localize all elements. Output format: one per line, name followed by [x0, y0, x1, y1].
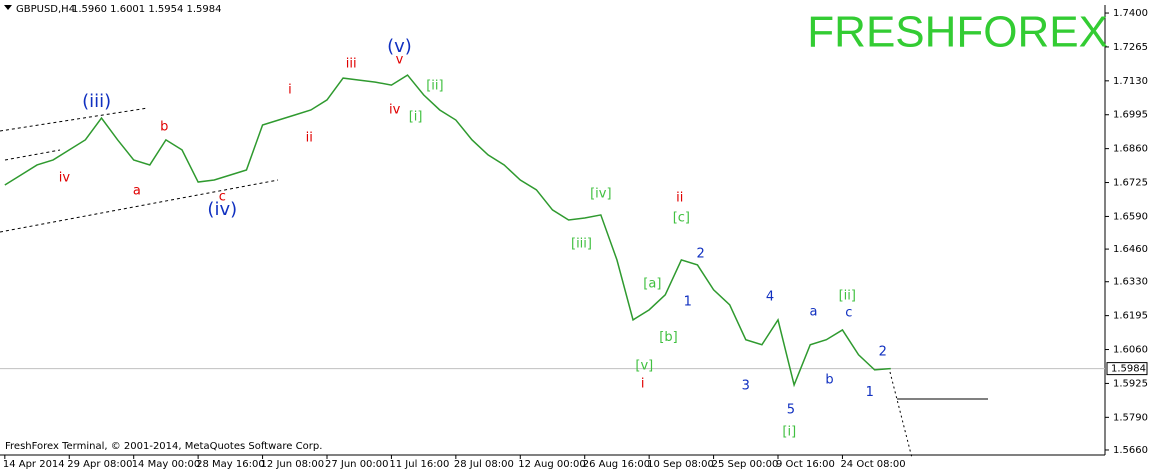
wave-label: 1 [866, 385, 874, 400]
wave-label: 5 [787, 402, 795, 417]
y-tick-label: 1.6330 [1113, 277, 1148, 288]
y-tick-label: 1.6860 [1113, 144, 1148, 155]
x-tick-label: 27 Jun 00:00 [325, 459, 389, 470]
wave-label: (iii) [82, 91, 111, 112]
menu-arrow [4, 5, 12, 10]
wave-label: iv [59, 171, 71, 186]
last-price-box [1106, 362, 1148, 376]
x-tick-label: 14 May 00:00 [132, 459, 201, 470]
wave-label: b [160, 120, 168, 135]
y-tick-label: 1.5790 [1113, 412, 1148, 423]
wave-label: [c] [673, 210, 690, 225]
y-tick-label: 1.6195 [1113, 311, 1148, 322]
wave-label: [i] [782, 424, 796, 439]
wave-label: [iv] [590, 186, 611, 201]
wave-label: iv [389, 102, 401, 117]
wave-label: 4 [766, 289, 774, 304]
x-tick-label: 9 Oct 16:00 [776, 459, 835, 470]
wave-label: 3 [742, 378, 750, 393]
wave-label: [i] [409, 109, 423, 124]
y-tick-label: 1.5660 [1113, 445, 1148, 456]
x-tick-label: 11 Jul 16:00 [389, 459, 449, 470]
x-tick-label: 12 Aug 00:00 [518, 459, 585, 470]
wave-label: a [133, 183, 141, 198]
y-tick-label: 1.6725 [1113, 178, 1148, 189]
wave-label: 1 [684, 294, 692, 309]
wave-label: c [219, 189, 226, 204]
y-tick-label: 1.7400 [1113, 8, 1148, 19]
wave-label: [a] [643, 276, 661, 291]
ohlc-label: 1.5960 1.6001 1.5954 1.5984 [72, 4, 222, 15]
x-tick-label: 14 Apr 2014 [3, 459, 65, 470]
x-tick-label: 25 Sep 00:00 [712, 459, 779, 470]
wave-label: i [641, 376, 645, 391]
wave-label: [b] [659, 330, 677, 345]
wave-label: (iv) [207, 199, 237, 220]
price-line [4, 74, 891, 388]
y-tick-label: 1.7130 [1113, 76, 1148, 87]
wave-label: v [396, 52, 404, 67]
wave-label: [ii] [426, 79, 443, 94]
x-tick-label: 10 Sep 08:00 [647, 459, 714, 470]
last-price-label: 1.5984 [1111, 364, 1146, 375]
y-tick-label: 1.7265 [1113, 42, 1148, 53]
channel-line [0, 107, 149, 132]
wave-label: ii [676, 190, 683, 205]
x-tick-label: 29 Apr 08:00 [67, 459, 132, 470]
chart-title: GBPUSD,H4 [16, 4, 75, 15]
y-tick-label: 1.6060 [1113, 345, 1148, 356]
footer: FreshForex Terminal, © 2001-2014, MetaQu… [5, 441, 322, 452]
wave-label: iii [346, 57, 357, 72]
wave-label: i [288, 82, 292, 97]
x-tick-label: 28 Jul 08:00 [454, 459, 514, 470]
wave-label: [v] [635, 358, 653, 373]
wave-label: (v) [387, 36, 412, 57]
x-tick-label: 24 Oct 08:00 [840, 459, 905, 470]
wave-label: [ii] [839, 288, 856, 303]
wave-label: 2 [879, 344, 887, 359]
y-tick-label: 1.5925 [1113, 378, 1148, 389]
wave-label: 2 [697, 246, 705, 261]
channel-line [0, 179, 279, 233]
wave-label: [iii] [571, 236, 592, 251]
y-tick-label: 1.6460 [1113, 244, 1148, 255]
wave-label: a [809, 304, 817, 319]
y-tick-label: 1.6995 [1113, 110, 1148, 121]
wave-label: b [825, 372, 833, 387]
y-tick-label: 1.6590 [1113, 211, 1148, 222]
logo: FRESHFOREX [807, 8, 1108, 57]
wave-label: c [845, 305, 852, 320]
wave-label: ii [306, 131, 313, 146]
x-tick-label: 26 Aug 16:00 [583, 459, 650, 470]
x-tick-label: 12 Jun 08:00 [261, 459, 325, 470]
x-tick-label: 28 May 16:00 [196, 459, 265, 470]
